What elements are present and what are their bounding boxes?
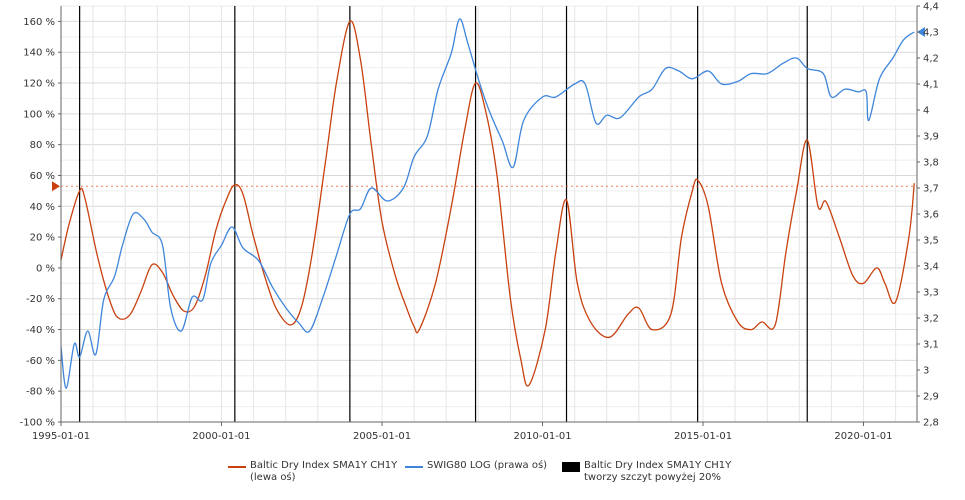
y-left-tick-label: -100 % xyxy=(20,418,55,429)
y-left-tick-label: -20 % xyxy=(26,294,55,305)
y-right-tick-label: 3,5 xyxy=(923,236,939,247)
y-right-tick-label: 3 xyxy=(923,366,929,377)
legend-item-peaks[interactable]: Baltic Dry Index SMA1Y CH1Y tworzy szczy… xyxy=(562,460,731,484)
y-left-tick-label: -60 % xyxy=(26,356,55,367)
x-tick-label: 2020-01-01 xyxy=(834,431,892,442)
y-axis-left: -100 % -80 % -60 % -40 % -20 % 0 % 20 % 40 % 60 … xyxy=(20,17,61,429)
y-left-tick-label: 140 % xyxy=(23,48,55,59)
last-value-marker-right xyxy=(917,27,925,37)
chart: -100 % -80 % -60 % -40 % -20 % 0 % 20 % 40 % 60 … xyxy=(20,2,939,443)
series-line-swig80 xyxy=(60,18,915,389)
x-tick-label: 2000-01-01 xyxy=(192,431,250,442)
y-axis-right: 2,8 2,9 3 3,1 3,2 3,3 3,4 3,5 3,6 3,7 3,8 3,9 4 4,1 4,… xyxy=(917,2,939,429)
legend-item-swig80[interactable]: SWIG80 LOG (prawa oś) xyxy=(405,460,547,472)
legend-swatch-bdi xyxy=(228,466,246,468)
y-left-tick-label: 120 % xyxy=(23,79,55,90)
x-tick-label: 2015-01-01 xyxy=(674,431,732,442)
legend-swatch-peaks xyxy=(562,462,580,472)
last-value-marker-left xyxy=(52,181,60,192)
y-left-tick-label: 160 % xyxy=(23,17,55,28)
y-right-tick-label: 4,4 xyxy=(923,2,939,13)
x-tick-label: 2005-01-01 xyxy=(353,431,411,442)
y-right-tick-label: 4,1 xyxy=(923,80,939,91)
y-right-tick-label: 4,2 xyxy=(923,54,939,65)
y-right-tick-label: 3,6 xyxy=(923,210,939,221)
y-left-tick-label: 80 % xyxy=(30,140,55,151)
axes xyxy=(52,6,925,423)
y-right-tick-label: 3,3 xyxy=(923,288,939,299)
y-right-tick-label: 3,4 xyxy=(923,262,939,273)
legend-label-swig80: SWIG80 LOG (prawa oś) xyxy=(427,460,548,471)
x-tick-label: 2010-01-01 xyxy=(513,431,571,442)
y-left-tick-label: -80 % xyxy=(26,387,55,398)
y-left-tick-label: -40 % xyxy=(26,325,55,336)
legend-label-peaks: Baltic Dry Index SMA1Y CH1Y tworzy szczy… xyxy=(584,460,732,483)
y-left-tick-label: 60 % xyxy=(30,171,55,182)
y-left-tick-label: 100 % xyxy=(23,109,55,120)
x-tick-label: 1995-01-01 xyxy=(32,431,90,442)
y-right-tick-label: 3,1 xyxy=(923,340,939,351)
y-right-tick-label: 3,8 xyxy=(923,158,939,169)
y-right-tick-label: 3,2 xyxy=(923,314,939,325)
legend: Baltic Dry Index SMA1Y CH1Y (lewa oś) SW… xyxy=(0,460,965,500)
y-right-tick-label: 3,9 xyxy=(923,132,939,143)
series-group xyxy=(60,18,915,389)
y-right-tick-label: 3,7 xyxy=(923,184,939,195)
y-left-tick-label: 40 % xyxy=(30,202,55,213)
x-axis: 1995-01-01 2000-01-01 2005-01-01 2010-01-01… xyxy=(32,422,893,442)
grid-lines xyxy=(60,5,917,423)
legend-label-bdi: Baltic Dry Index SMA1Y CH1Y (lewa oś) xyxy=(250,460,398,483)
y-left-tick-label: 0 % xyxy=(36,263,55,274)
legend-swatch-swig80 xyxy=(405,466,423,468)
legend-item-bdi[interactable]: Baltic Dry Index SMA1Y CH1Y (lewa oś) xyxy=(228,460,397,484)
y-right-tick-label: 2,9 xyxy=(923,392,939,403)
plot-area xyxy=(61,6,917,422)
y-left-tick-label: 20 % xyxy=(30,233,55,244)
y-right-tick-label: 4 xyxy=(923,106,929,117)
y-right-tick-label: 4,3 xyxy=(923,28,939,39)
y-right-tick-label: 2,8 xyxy=(923,418,939,429)
series-line-bdi xyxy=(60,20,915,387)
